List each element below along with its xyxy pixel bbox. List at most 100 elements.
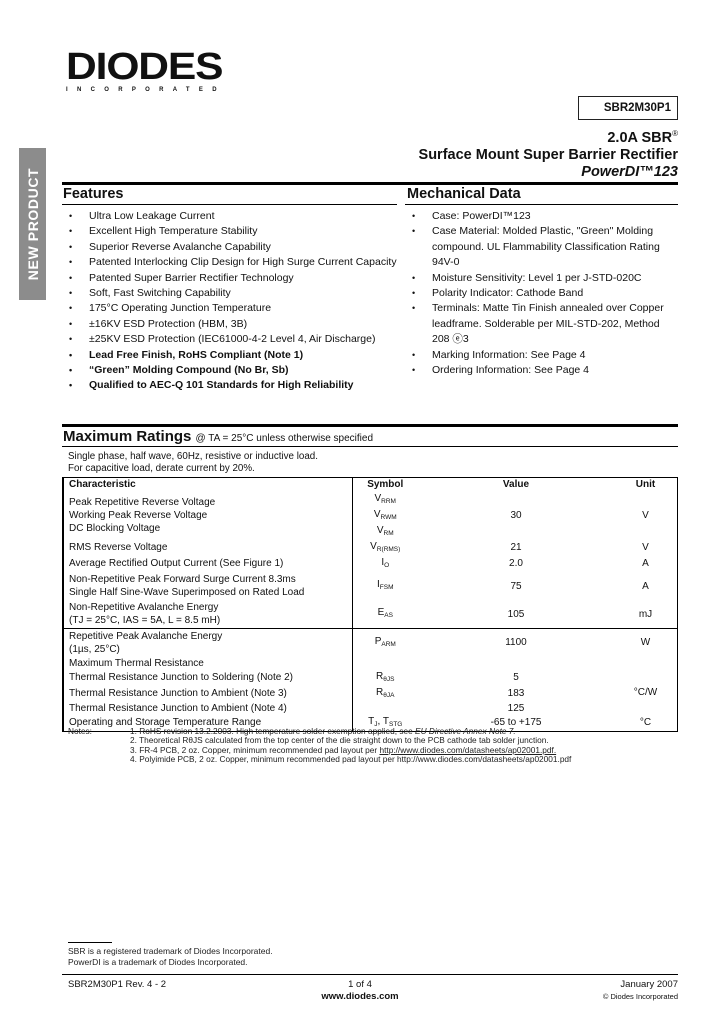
symbol-subscript: J [374, 720, 378, 728]
characteristic-line: Thermal Resistance Junction to Ambient (… [69, 702, 287, 714]
characteristic-cell: Repetitive Peak Avalanche Energy (1µs, 25… [63, 629, 352, 657]
symbol-base: T [368, 715, 375, 727]
symbol-subscript: FSM [379, 584, 394, 591]
characteristic-line: Non-Repetitive Avalanche Energy [69, 602, 219, 614]
symbol-base: R [376, 686, 384, 698]
footer-doc-id: SBR2M30P1 Rev. 4 - 2 [68, 979, 167, 990]
table-row: Thermal Resistance Junction to Soldering… [63, 669, 678, 698]
table-row: Peak Repetitive Reverse Voltage Working P… [63, 491, 678, 540]
features-underline [62, 204, 397, 205]
features-list: Ultra Low Leakage CurrentExcellent High … [62, 209, 397, 394]
characteristic-line: Repetitive Peak Avalanche Energy [69, 630, 223, 642]
part-number-box: SBR2M30P1 [578, 96, 678, 120]
symbol: VRRM [358, 492, 414, 508]
symbol: IO [358, 556, 414, 572]
symbol-base: T [382, 715, 389, 727]
characteristic-line: Thermal Resistance Junction to Soldering… [69, 672, 293, 683]
mechanical-list: Case: PowerDI™123Case Material: Molded P… [405, 209, 667, 379]
symbol-subscript: STG [388, 720, 403, 728]
table-header-row: Characteristic Symbol Value Unit [63, 477, 678, 492]
symbol: EAS [358, 606, 414, 622]
symbol-subscript: O [384, 561, 390, 569]
mechanical-item: Terminals: Matte Tin Finish annealed ove… [405, 301, 667, 347]
note-emphasis: EU Directive Annex Note 7. [415, 726, 516, 736]
unit-cell: A [642, 580, 649, 592]
diodes-logo: DIODES INCORPORATED [66, 48, 226, 93]
symbol-cell: RθJA [351, 685, 418, 702]
value-cell: 21 [510, 542, 522, 553]
trademarks: SBR is a registered trademark of Diodes … [68, 946, 273, 968]
note-item: 1. RoHS revision 13.2.2003. High tempera… [130, 726, 571, 736]
footer-date: January 2007 [620, 979, 678, 990]
value-cell: 1100 [505, 637, 527, 649]
table-row: RMS Reverse Voltage VR(RMS) 21 V [63, 539, 678, 556]
symbol-base: V [370, 540, 377, 552]
unit-cell: V [642, 510, 649, 521]
header-val: Value [502, 479, 530, 491]
symbol-base: I [376, 579, 380, 590]
symbol-base: R [376, 670, 384, 682]
characteristic-line: Peak Repetitive Reverse Voltage [69, 497, 216, 508]
symbol-base: V [373, 508, 381, 520]
unit-cell: °C/W [633, 686, 658, 698]
feature-item: Patented Super Barrier Rectifier Technol… [62, 271, 397, 287]
mechanical-item: Marking Information: See Page 4 [405, 348, 667, 364]
symbol-cell: IFSM [351, 571, 418, 601]
feature-item: Soft, Fast Switching Capability [62, 286, 397, 302]
symbol: RθJA [358, 686, 414, 702]
symbol-base: I [381, 556, 385, 568]
value-cell: -65 to +175 [490, 717, 542, 729]
symbol: TJ, TSTG [368, 715, 403, 728]
mechanical-item: Moisture Sensitivity: Level 1 per J-STD-… [405, 271, 667, 287]
table-row: Thermal Resistance Junction to Ambient (… [63, 685, 678, 702]
note-link[interactable]: http://www.diodes.com/datasheets/ap02001… [379, 744, 557, 755]
section-rule [62, 182, 678, 185]
feature-item: Lead Free Finish, RoHS Compliant (Note 1… [62, 348, 397, 364]
page-number: 1 of 4 [348, 979, 372, 990]
feature-item: 175°C Operating Junction Temperature [62, 301, 397, 317]
ratings-condition: @ TA = 25°C unless otherwise specified [195, 433, 374, 444]
characteristic-line: Average Rectified Output Current (See Fi… [69, 558, 284, 569]
feature-item: Patented Interlocking Clip Design for Hi… [62, 255, 397, 271]
symbol-subscript: θJA [383, 691, 395, 699]
table-row: Repetitive Peak Avalanche Energy (1µs, 25… [63, 628, 678, 657]
symbol-cell: VRRM VRWM VRM [351, 491, 418, 540]
title-line1: 2.0A SBR [607, 129, 673, 146]
symbol: VRWM [358, 508, 414, 524]
value-cell: 105 [418, 600, 614, 629]
logo-subtext: INCORPORATED [66, 87, 226, 93]
website-link[interactable]: www.diodes.com [321, 991, 399, 1002]
header-char: Characteristic [69, 479, 136, 491]
unit-cell: A [642, 558, 649, 569]
mechanical-item: Polarity Indicator: Cathode Band [405, 286, 667, 302]
symbol-subscript: RWM [380, 513, 397, 521]
symbol-cell: TJ, TSTG [351, 714, 418, 732]
footer-copyright: © Diodes Incorporated [602, 992, 678, 1001]
max-ratings-table: Characteristic Symbol Value Unit Peak Repeti… [62, 477, 678, 732]
header-sym: Symbol [351, 477, 418, 492]
feature-item: Superior Reverse Avalanche Capability [62, 240, 397, 256]
table-row: Maximum Thermal Resistance [63, 656, 678, 670]
unit-cell: mJ [614, 600, 678, 629]
intro-line1: Single phase, half wave, 60Hz, resistive… [68, 451, 318, 462]
notes-label: Notes: [68, 726, 92, 736]
feature-item: “Green” Molding Compound (No Br, Sb) [62, 363, 397, 379]
feature-item: Ultra Low Leakage Current [62, 209, 397, 225]
characteristic-cell: Non-Repetitive Peak Forward Surge Curren… [63, 572, 352, 601]
intro-line2: For capacitive load, derate current by 2… [68, 463, 255, 474]
ratings-underline [62, 446, 678, 447]
feature-item: ±16KV ESD Protection (HBM, 3B) [62, 317, 397, 333]
characteristic-cell: Non-Repetitive Avalanche Energy (TJ = 25°… [63, 600, 352, 629]
logo-text: DIODES [66, 46, 224, 88]
symbol: IFSM [358, 578, 414, 594]
table-row: Average Rectified Output Current (See Fi… [63, 555, 678, 572]
symbol-subscript: R(RMS) [376, 545, 401, 553]
characteristic-cell: Thermal Resistance Junction to Ambient (… [63, 702, 352, 715]
note-item: 3. FR-4 PCB, 2 oz. Copper, minimum recom… [130, 744, 571, 755]
table-row: Non-Repetitive Peak Forward Surge Curren… [63, 571, 678, 601]
symbol-base: V [376, 524, 384, 536]
symbol-subscript: RM [383, 529, 394, 537]
note-text: 3. FR-4 PCB, 2 oz. Copper, minimum recom… [130, 744, 380, 755]
symbol-cell [351, 701, 418, 715]
characteristic-cell: Thermal Resistance Junction to Ambient (… [63, 686, 352, 702]
